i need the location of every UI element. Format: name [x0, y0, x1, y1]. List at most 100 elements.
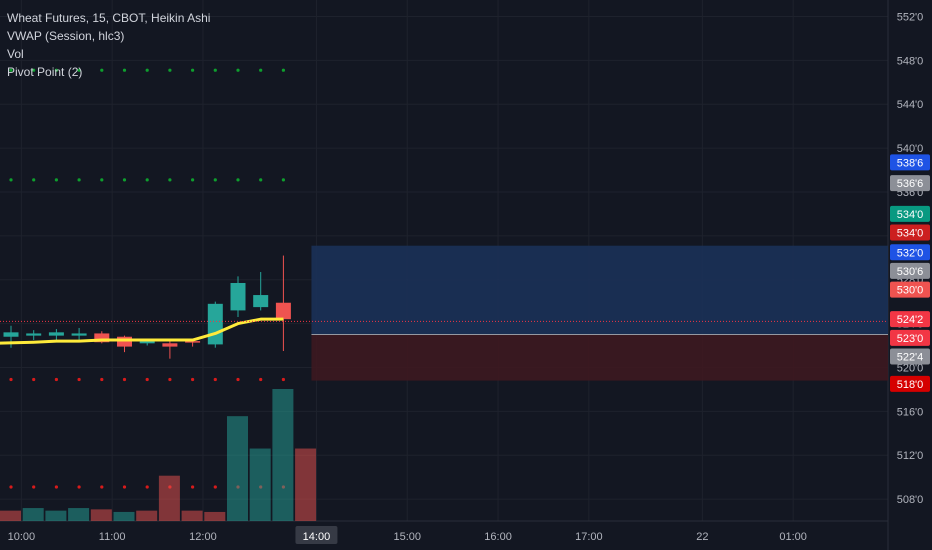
candle-body	[253, 295, 269, 308]
time-tick: 10:00	[8, 531, 36, 543]
position-zones[interactable]	[311, 245, 888, 381]
pivot-dot	[32, 377, 36, 382]
price-label-bg	[890, 205, 930, 222]
candle-body	[26, 333, 42, 336]
price-label: 518'0	[897, 379, 924, 391]
candle-body	[117, 336, 132, 347]
time-tick: 22	[696, 531, 708, 543]
pivot-dot	[122, 377, 127, 382]
candles	[3, 255, 291, 359]
price-label-bg	[890, 224, 930, 241]
pivot-dot	[9, 178, 13, 182]
price-label: 530'0	[897, 285, 924, 297]
pivot-dot	[54, 485, 59, 489]
price-tick: 520'0	[897, 362, 924, 374]
pivot-dot	[122, 178, 127, 182]
pivot-dot	[100, 68, 104, 72]
price-label-bg	[890, 262, 930, 279]
time-tick: 14:00	[303, 531, 331, 543]
pivot-dot	[100, 178, 104, 182]
volume-bar	[181, 510, 203, 521]
price-label-bg	[890, 281, 930, 298]
pivot-dot	[213, 485, 217, 489]
candle-body	[3, 332, 19, 337]
pivot-dot	[32, 485, 36, 489]
pivot-dot	[259, 68, 263, 72]
legend: Wheat Futures, 15, CBOT, Heikin Ashi VWA…	[7, 9, 210, 81]
time-tick: 16:00	[484, 531, 512, 543]
legend-vwap[interactable]: VWAP (Session, hlc3)	[7, 29, 125, 43]
candle-body	[230, 282, 246, 311]
pivot-dot	[100, 377, 104, 382]
volume-bar	[249, 448, 271, 521]
candle-body	[71, 333, 87, 336]
time-tick: 12:00	[189, 531, 217, 543]
candle-body	[94, 333, 110, 343]
price-label: 522'4	[897, 351, 924, 363]
volume-bar	[22, 508, 44, 521]
candle-body	[139, 341, 155, 344]
pivot-dot	[145, 485, 149, 489]
time-label-bg	[295, 526, 338, 544]
pivot-dot	[191, 377, 195, 382]
time-tick: 11:00	[99, 531, 126, 543]
pivot-dot	[213, 68, 217, 72]
pivot-dot	[168, 178, 172, 182]
pivot-dot	[236, 377, 240, 382]
price-label: 538'6	[897, 157, 924, 169]
volume-bar	[45, 510, 67, 521]
pivot-dot	[259, 178, 263, 182]
pivot-dot	[236, 178, 240, 182]
pivot-dot	[168, 68, 172, 72]
price-tick: 552'0	[897, 11, 924, 23]
time-tick: 01:00	[779, 531, 807, 543]
price-label: 530'6	[897, 266, 924, 278]
pivot-dot	[77, 377, 81, 382]
pivot-dot	[191, 485, 195, 489]
pivot-dot	[54, 377, 59, 382]
time-tick: 17:00	[575, 531, 603, 543]
price-label-bg	[890, 154, 930, 171]
time-tick: 15:00	[393, 531, 421, 543]
legend-vol[interactable]: Vol	[7, 47, 24, 61]
vwap-path	[0, 317, 284, 345]
time-axis[interactable]: 10:00 11:00 12:00 14:00 15:00 16:00 17:00 22 01:…	[8, 526, 807, 544]
volume-bar	[158, 475, 180, 521]
price-label: 534'0	[897, 209, 924, 221]
vwap-line	[0, 317, 284, 345]
price-label-bg	[890, 329, 930, 346]
pivot-dot	[77, 485, 81, 489]
volume-bars	[0, 389, 317, 521]
pivot-dot	[191, 178, 195, 182]
candle-body	[207, 303, 223, 345]
pivot-dot	[9, 485, 13, 489]
pivot-dot	[281, 68, 285, 72]
price-label: 523'0	[897, 333, 924, 345]
price-label: 532'0	[897, 247, 924, 259]
pivot-dot	[9, 68, 13, 72]
price-label: 536'6	[897, 178, 924, 190]
pivot-dot	[213, 377, 217, 382]
pivot-dot	[259, 377, 263, 382]
legend-pivot[interactable]: Pivot Point (2)	[7, 65, 83, 79]
pivot-dot	[145, 377, 149, 382]
pivot-dot	[9, 377, 13, 382]
target-zone	[311, 245, 888, 335]
volume-bar	[295, 448, 317, 521]
pivot-dot	[122, 485, 127, 489]
legend-symbol[interactable]: Wheat Futures, 15, CBOT, Heikin Ashi	[7, 11, 211, 25]
candle-body	[48, 332, 64, 336]
pivot-dot	[145, 178, 149, 182]
price-axis[interactable]: 508'0512'0516'0520'0524'0528'0532'0536'0…	[890, 11, 930, 506]
volume-bar	[90, 509, 112, 521]
price-tick: 548'0	[897, 55, 924, 67]
pivot-dot	[213, 178, 217, 182]
price-tick: 512'0	[897, 450, 924, 462]
pivot-dot	[32, 178, 36, 182]
price-label-bg	[890, 175, 930, 192]
pivot-dot	[281, 377, 285, 382]
volume-bar	[272, 389, 294, 521]
pivot-dot	[77, 68, 81, 72]
candle-body	[185, 341, 201, 343]
